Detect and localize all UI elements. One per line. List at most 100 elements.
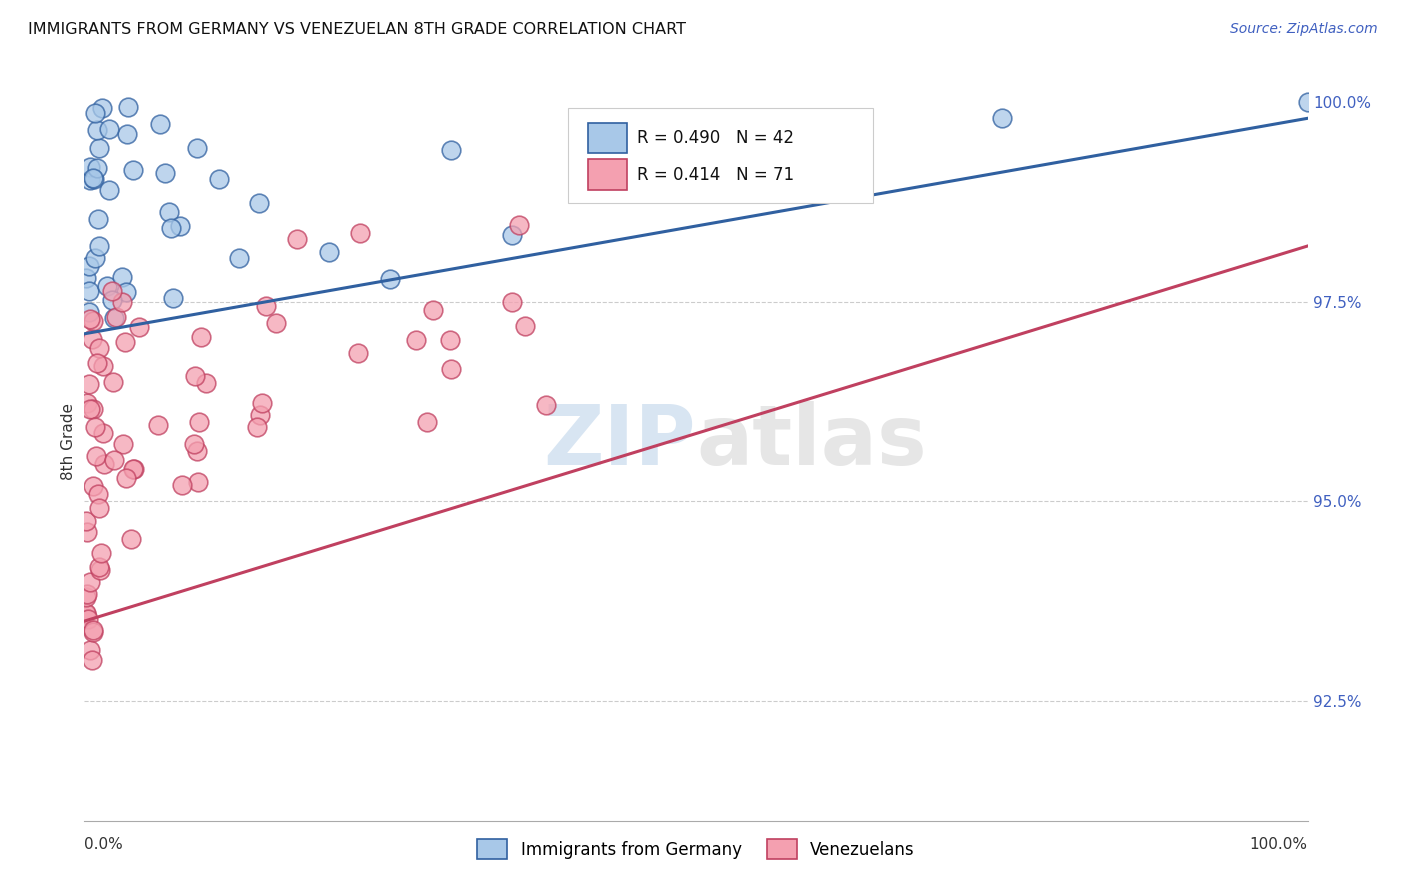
Point [104, 310, 127, 324]
Point [121, 461, 143, 475]
Point [84, 419, 107, 434]
Point [184, 369, 207, 384]
Point [76, 396, 98, 410]
Point [228, 251, 250, 265]
Point [440, 362, 463, 376]
Point [93, 457, 115, 471]
Point [347, 346, 370, 360]
Point [159, 220, 181, 235]
Point [183, 437, 205, 451]
Point [76, 524, 98, 539]
Point [79, 574, 101, 589]
Point [82, 479, 104, 493]
Point [195, 376, 218, 390]
Point [187, 415, 209, 429]
Point [84, 252, 107, 266]
Point [79, 312, 101, 326]
Point [87, 211, 110, 226]
Point [416, 415, 439, 429]
Point [76, 612, 98, 626]
Point [79, 305, 101, 319]
Point [502, 294, 524, 309]
Point [247, 196, 270, 211]
Point [187, 475, 209, 490]
Point [380, 272, 402, 286]
Point [405, 333, 427, 347]
Point [96, 278, 118, 293]
Text: R = 0.414   N = 71: R = 0.414 N = 71 [637, 166, 794, 184]
Point [77, 284, 100, 298]
Bar [588, 160, 627, 190]
Point [318, 245, 340, 260]
Point [79, 173, 101, 187]
Point [172, 478, 194, 492]
Point [82, 625, 104, 640]
Point [249, 408, 271, 422]
Y-axis label: 8th Grade: 8th Grade [60, 403, 76, 480]
Point [153, 166, 176, 180]
Point [82, 623, 104, 637]
Point [169, 219, 191, 233]
Point [103, 310, 125, 325]
Point [162, 291, 184, 305]
Point [84, 449, 107, 463]
Point [75, 270, 97, 285]
Point [90, 545, 112, 559]
Point [508, 218, 530, 232]
Point [513, 318, 536, 333]
Point [89, 563, 111, 577]
Point [1296, 95, 1319, 110]
Point [146, 417, 169, 432]
Legend: Immigrants from Germany, Venezuelans: Immigrants from Germany, Venezuelans [471, 833, 921, 865]
Point [208, 172, 231, 186]
Point [117, 100, 139, 114]
Point [266, 316, 288, 330]
Point [122, 462, 145, 476]
Point [91, 359, 114, 374]
Point [101, 376, 124, 390]
Point [86, 123, 108, 137]
Point [79, 642, 101, 657]
Point [422, 302, 444, 317]
Text: R = 0.490   N = 42: R = 0.490 N = 42 [637, 129, 794, 147]
Point [128, 319, 150, 334]
Point [250, 396, 273, 410]
Point [186, 141, 208, 155]
Text: atlas: atlas [696, 401, 927, 482]
Point [87, 501, 110, 516]
Point [534, 399, 557, 413]
Point [149, 117, 172, 131]
Point [82, 314, 104, 328]
Point [82, 653, 104, 667]
Point [84, 105, 107, 120]
Point [991, 112, 1014, 126]
Point [98, 183, 121, 197]
Point [77, 376, 100, 391]
Text: IMMIGRANTS FROM GERMANY VS VENEZUELAN 8TH GRADE CORRELATION CHART: IMMIGRANTS FROM GERMANY VS VENEZUELAN 8T… [28, 22, 686, 37]
Point [75, 590, 97, 604]
Text: Source: ZipAtlas.com: Source: ZipAtlas.com [1230, 22, 1378, 37]
Point [75, 606, 97, 620]
Point [87, 141, 110, 155]
Point [87, 238, 110, 252]
Point [91, 101, 114, 115]
Bar [588, 123, 627, 153]
Point [115, 285, 138, 300]
Point [79, 401, 101, 416]
Point [254, 299, 277, 313]
Point [115, 128, 138, 142]
Point [103, 453, 125, 467]
Point [120, 532, 142, 546]
Point [111, 270, 134, 285]
Text: ZIP: ZIP [544, 401, 696, 482]
Point [159, 205, 181, 219]
Point [115, 471, 138, 485]
Point [83, 172, 105, 186]
Point [87, 487, 110, 501]
Point [87, 341, 110, 355]
Point [75, 514, 97, 528]
Point [86, 356, 108, 370]
Point [77, 259, 100, 273]
Point [82, 402, 104, 417]
Point [82, 170, 104, 185]
